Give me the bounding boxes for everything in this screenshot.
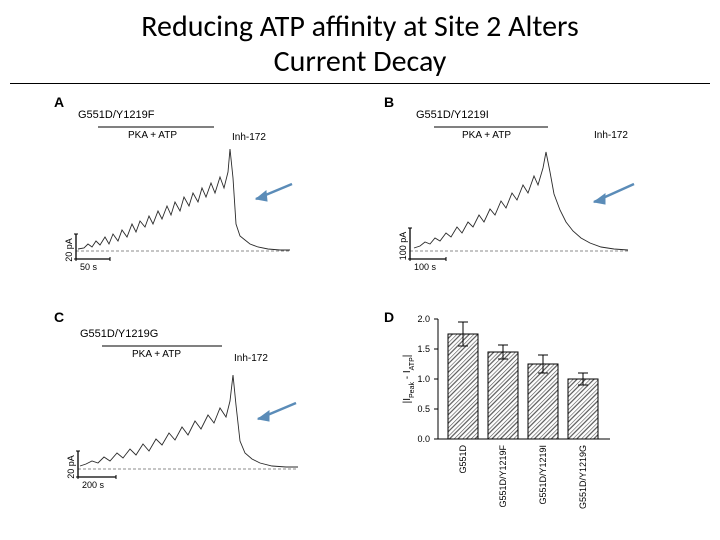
panel-d-yticks: 0.0 0.5 1.0 1.5 2.0: [417, 314, 438, 444]
panel-c-label: C: [54, 309, 64, 325]
panel-c-trace: [80, 375, 298, 467]
panel-b-svg: G551D/Y1219I PKA + ATP Inh-172 100 pA 10…: [380, 94, 670, 294]
ytick-3: 1.5: [417, 344, 430, 354]
panel-c-mutant: G551D/Y1219G: [80, 328, 158, 340]
bar-y1219i: [528, 364, 558, 439]
panel-a-yscale: 20 pA: [64, 238, 74, 262]
panel-b-mutant: G551D/Y1219I: [416, 109, 489, 121]
panel-b-label: B: [384, 94, 394, 110]
page-title: Reducing ATP affinity at Site 2 Alters C…: [10, 0, 710, 84]
panel-c: C G551D/Y1219G PKA + ATP Inh-172 20 pA 2…: [50, 309, 350, 524]
panel-c-condition: PKA + ATP: [132, 349, 181, 360]
panel-b-arrow-icon: [594, 184, 634, 204]
ytick-2: 1.0: [417, 374, 430, 384]
xtick-0: G551D: [458, 445, 468, 474]
panel-d: D 0.0 0.5 1.0 1.5 2.0 |IPeak - IATP|: [380, 309, 680, 524]
panel-c-yscale: 20 pA: [66, 455, 76, 479]
xtick-1: G551D/Y1219F: [498, 445, 508, 508]
panel-a-label: A: [54, 94, 64, 110]
bar-y1219g: [568, 379, 598, 439]
panel-a-mutant: G551D/Y1219F: [78, 109, 155, 121]
panel-d-bars: [448, 322, 598, 439]
xtick-3: G551D/Y1219G: [578, 445, 588, 509]
panel-c-scalebar: [78, 451, 116, 477]
ytick-1: 0.5: [417, 404, 430, 414]
ytick-0: 0.0: [417, 434, 430, 444]
ytick-4: 2.0: [417, 314, 430, 324]
panel-c-arrow-icon: [258, 403, 296, 421]
panel-a-condition: PKA + ATP: [128, 130, 177, 141]
panel-a-xscale: 50 s: [80, 262, 98, 272]
panel-c-inh: Inh-172: [234, 353, 268, 364]
bar-g551d: [448, 334, 478, 439]
panel-b-yscale: 100 pA: [398, 232, 408, 261]
title-line-1: Reducing ATP affinity at Site 2 Alters: [141, 8, 578, 45]
panel-a-arrow-icon: [256, 184, 292, 201]
panel-a: A G551D/Y1219F PKA + ATP Inh-172 20 pA 5…: [50, 94, 350, 299]
xtick-2: G551D/Y1219I: [538, 445, 548, 505]
panel-c-xscale: 200 s: [82, 480, 105, 490]
panel-d-xticks: G551D G551D/Y1219F G551D/Y1219I G551D/Y1…: [458, 445, 588, 510]
panel-b: B G551D/Y1219I PKA + ATP Inh-172 100 pA …: [380, 94, 680, 299]
title-line-2: Current Decay: [274, 43, 447, 80]
figure-grid: A G551D/Y1219F PKA + ATP Inh-172 20 pA 5…: [0, 84, 720, 534]
panel-d-svg: 0.0 0.5 1.0 1.5 2.0 |IPeak - IATP|: [380, 309, 670, 519]
panel-b-xscale: 100 s: [414, 262, 437, 272]
panel-c-svg: G551D/Y1219G PKA + ATP Inh-172 20 pA 200…: [50, 309, 340, 509]
panel-d-ylabel: |IPeak - IATP|: [402, 355, 416, 404]
panel-b-condition: PKA + ATP: [462, 130, 511, 141]
panel-a-svg: G551D/Y1219F PKA + ATP Inh-172 20 pA 50 …: [50, 94, 340, 294]
panel-b-inh: Inh-172: [594, 130, 628, 141]
panel-d-label: D: [384, 309, 394, 325]
panel-a-inh: Inh-172: [232, 132, 266, 143]
bar-y1219f: [488, 352, 518, 439]
